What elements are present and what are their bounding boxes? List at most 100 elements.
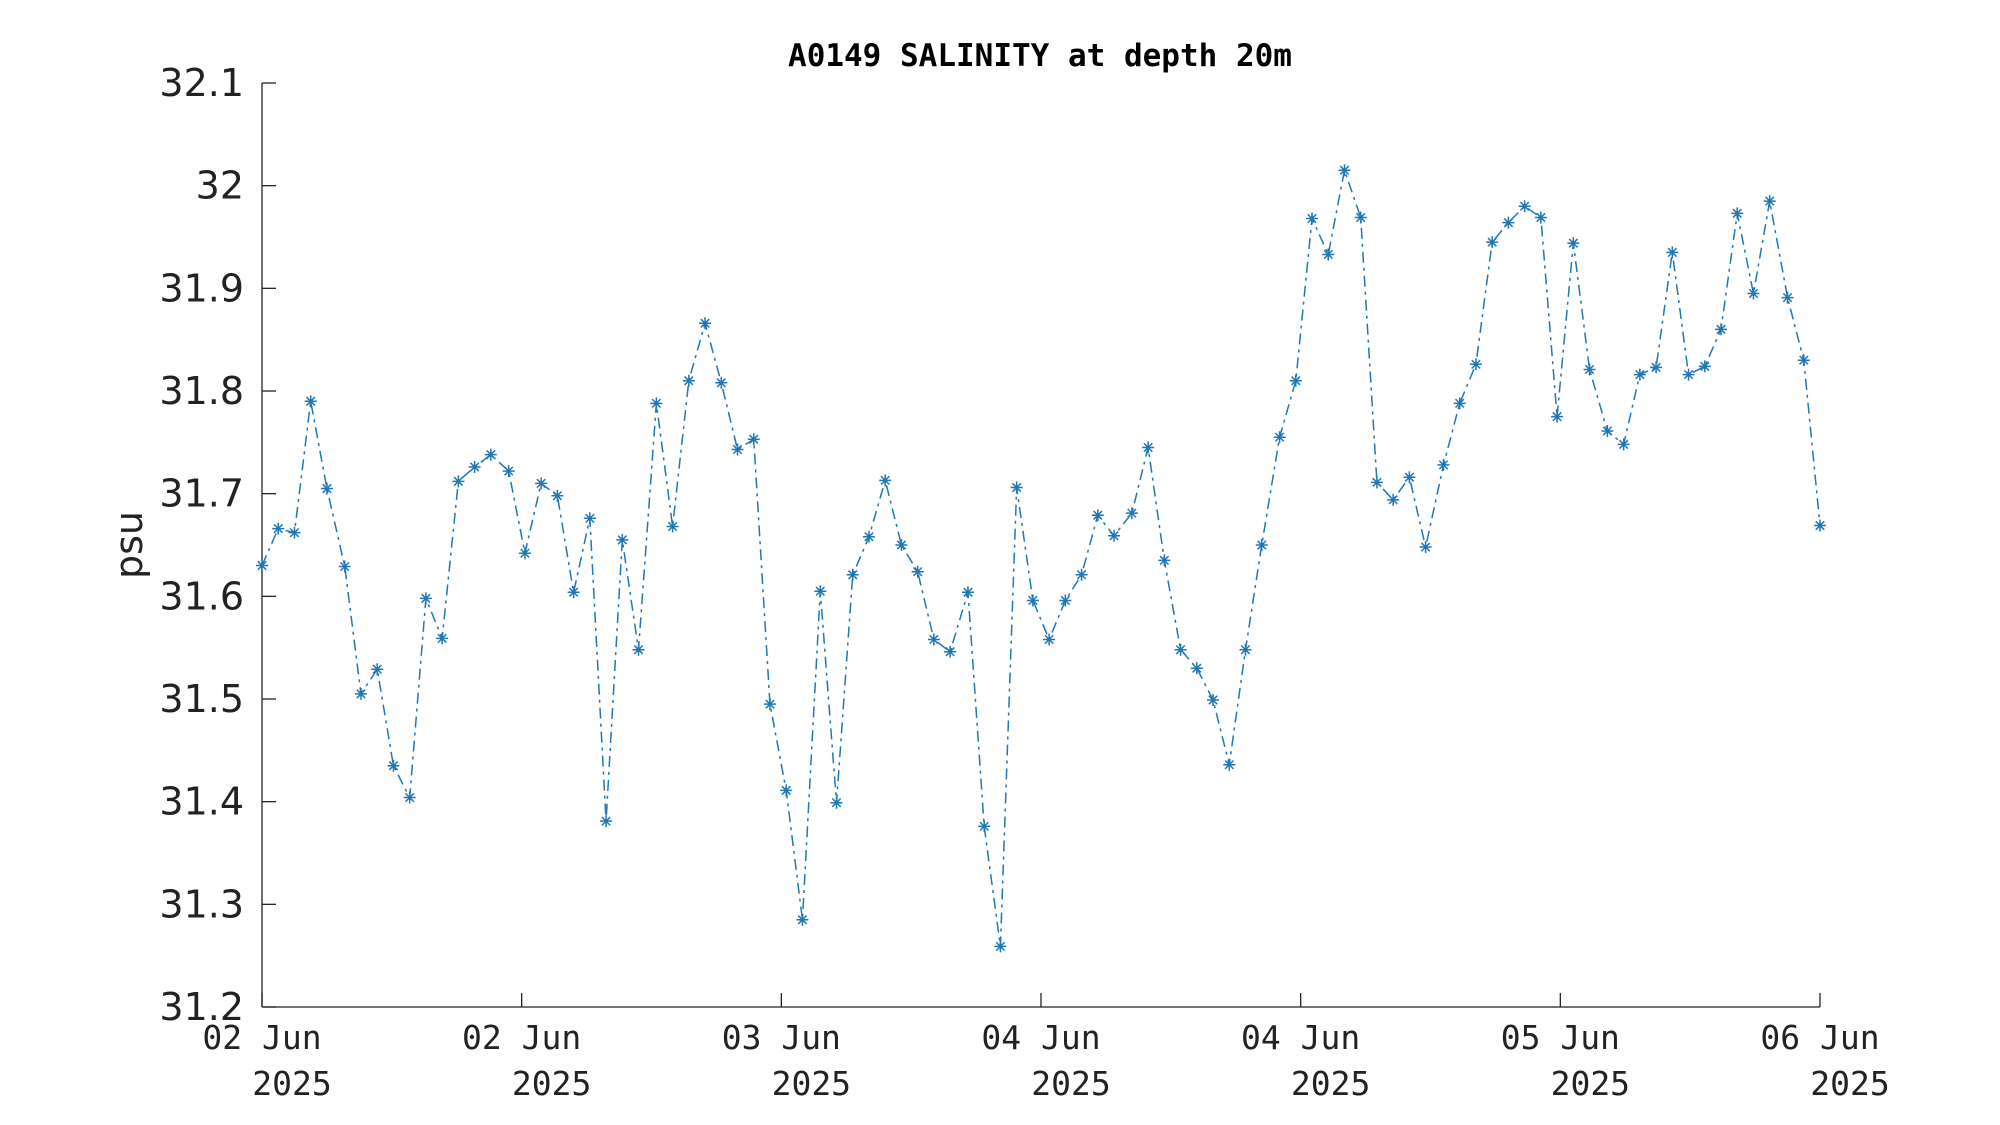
x-tick-label: 06 Jun xyxy=(1760,1018,1879,1057)
data-marker xyxy=(304,395,317,408)
data-marker xyxy=(1125,507,1138,520)
data-marker xyxy=(763,698,776,711)
x-tick-label: 2025 xyxy=(252,1064,331,1103)
data-marker xyxy=(288,526,301,539)
data-marker xyxy=(1306,212,1319,225)
data-marker xyxy=(1437,458,1450,471)
data-marker xyxy=(911,565,924,578)
data-marker xyxy=(272,522,285,535)
data-marker xyxy=(452,475,465,488)
data-marker xyxy=(1567,237,1580,250)
data-marker xyxy=(731,443,744,456)
data-marker xyxy=(961,586,974,599)
y-axis-label: psu xyxy=(107,511,151,579)
data-marker xyxy=(502,465,515,478)
x-tick-label: 03 Jun xyxy=(722,1018,841,1057)
data-marker xyxy=(1158,554,1171,567)
data-marker xyxy=(1715,323,1727,336)
y-tick-label: 31.7 xyxy=(159,472,244,516)
data-marker xyxy=(1387,493,1400,506)
y-tick-label: 31.4 xyxy=(159,780,244,824)
data-marker xyxy=(436,632,449,645)
x-tick-label: 2025 xyxy=(512,1064,591,1103)
x-tick-label: 2025 xyxy=(1810,1064,1889,1103)
data-marker xyxy=(1551,410,1564,423)
chart-title: A0149 SALINITY at depth 20m xyxy=(788,38,1292,74)
data-marker xyxy=(518,547,531,560)
data-marker xyxy=(1370,476,1383,489)
data-marker xyxy=(1338,164,1351,177)
y-tick-label: 31.2 xyxy=(159,985,244,1029)
data-marker xyxy=(1453,397,1466,410)
data-marker xyxy=(1091,509,1104,522)
y-tick-label: 31.5 xyxy=(159,677,244,721)
data-marker xyxy=(814,585,827,598)
data-marker xyxy=(256,559,268,572)
data-marker xyxy=(419,592,432,605)
data-marker xyxy=(780,784,793,797)
data-marker xyxy=(583,512,596,525)
data-marker xyxy=(1239,643,1252,656)
data-marker xyxy=(796,913,809,926)
y-tick-label: 32 xyxy=(196,164,244,208)
x-tick-label: 2025 xyxy=(1551,1064,1630,1103)
x-tick-label: 2025 xyxy=(1291,1064,1370,1103)
data-marker xyxy=(1289,374,1302,387)
data-marker xyxy=(1419,541,1432,554)
data-marker xyxy=(1682,368,1695,381)
data-marker xyxy=(1223,758,1236,771)
data-marker xyxy=(895,539,908,551)
data-marker xyxy=(1650,361,1663,374)
data-marker xyxy=(830,796,843,809)
data-marker xyxy=(715,376,728,389)
data-marker xyxy=(567,586,580,599)
data-marker xyxy=(600,815,613,828)
data-marker xyxy=(1666,246,1679,259)
data-marker xyxy=(927,633,940,646)
data-marker xyxy=(1633,368,1646,381)
data-marker xyxy=(535,477,548,490)
x-tick-label: 04 Jun xyxy=(981,1018,1100,1057)
data-marker xyxy=(320,482,333,495)
data-marker xyxy=(1781,291,1794,304)
data-marker xyxy=(666,520,679,533)
data-marker xyxy=(468,460,481,473)
data-marker xyxy=(944,645,957,658)
data-marker xyxy=(1026,594,1039,607)
data-marker xyxy=(1601,425,1614,438)
data-marker xyxy=(1043,633,1056,646)
data-marker xyxy=(387,759,400,772)
data-marker xyxy=(1075,568,1088,581)
data-marker xyxy=(403,791,416,804)
data-marker xyxy=(1617,438,1630,451)
data-marker xyxy=(1797,354,1810,367)
data-marker xyxy=(484,448,497,461)
data-marker xyxy=(682,374,695,387)
data-marker xyxy=(1255,539,1268,551)
data-marker xyxy=(1010,481,1023,494)
data-marker xyxy=(354,687,367,700)
data-marker xyxy=(616,533,629,546)
data-marker xyxy=(632,643,645,656)
data-marker xyxy=(1486,236,1499,249)
data-marker xyxy=(699,317,712,330)
x-tick-label: 04 Jun xyxy=(1241,1018,1360,1057)
data-marker xyxy=(1534,211,1547,224)
data-marker xyxy=(1583,363,1596,376)
data-marker xyxy=(862,530,875,543)
data-marker xyxy=(1059,594,1072,607)
data-marker xyxy=(1747,287,1760,300)
x-tick-label: 2025 xyxy=(1031,1064,1110,1103)
data-marker xyxy=(1814,519,1826,532)
y-tick-label: 31.3 xyxy=(159,882,244,926)
data-marker xyxy=(1190,662,1203,675)
data-marker xyxy=(747,433,760,446)
data-marker xyxy=(994,940,1007,953)
x-tick-label: 02 Jun xyxy=(202,1018,321,1057)
x-tick-label: 2025 xyxy=(772,1064,851,1103)
data-marker xyxy=(338,560,351,573)
y-tick-label: 31.9 xyxy=(159,266,244,310)
data-marker xyxy=(846,568,859,581)
